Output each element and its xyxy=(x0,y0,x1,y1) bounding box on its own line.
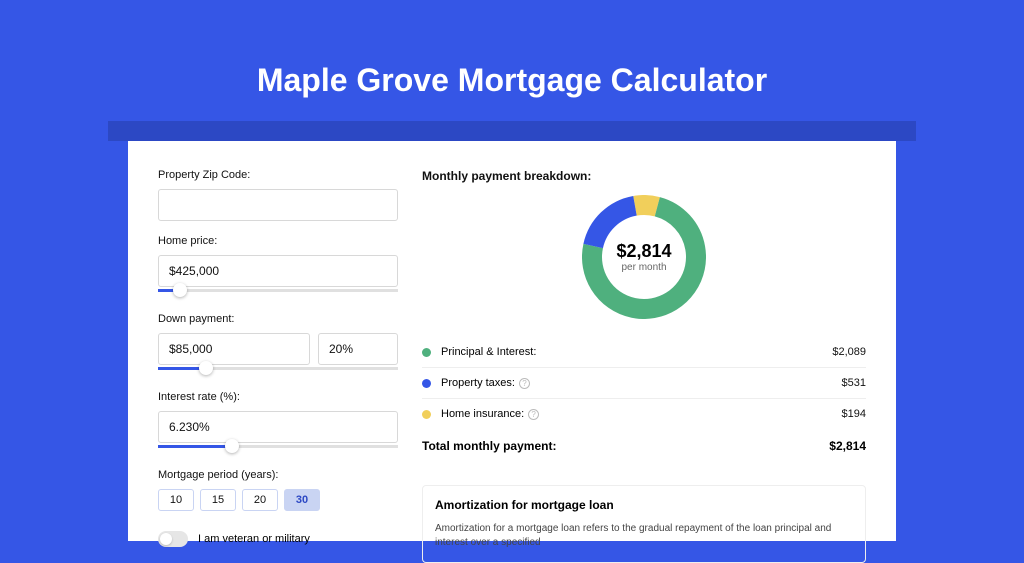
legend-row: Home insurance:?$194 xyxy=(422,399,866,429)
veteran-toggle[interactable] xyxy=(158,531,188,547)
legend-dot xyxy=(422,410,431,419)
total-row: Total monthly payment: $2,814 xyxy=(422,429,866,467)
rate-slider[interactable] xyxy=(158,441,398,455)
legend-value: $2,089 xyxy=(832,346,866,358)
total-value: $2,814 xyxy=(829,439,866,453)
legend-label: Property taxes:? xyxy=(441,377,842,389)
legend-dot xyxy=(422,348,431,357)
zip-label: Property Zip Code: xyxy=(158,169,398,181)
home-price-slider[interactable] xyxy=(158,285,398,299)
breakdown-header: Monthly payment breakdown: xyxy=(422,169,866,183)
info-icon[interactable]: ? xyxy=(519,378,530,389)
down-percent-input[interactable] xyxy=(318,333,398,365)
amort-title: Amortization for mortgage loan xyxy=(435,498,853,512)
rate-field: Interest rate (%): xyxy=(158,391,398,455)
form-column: Property Zip Code: Home price: Down paym… xyxy=(158,169,398,541)
period-btn-30[interactable]: 30 xyxy=(284,489,320,511)
down-payment-slider[interactable] xyxy=(158,363,398,377)
period-btn-10[interactable]: 10 xyxy=(158,489,194,511)
donut-chart-wrap: $2,814 per month xyxy=(422,195,866,319)
legend-value: $531 xyxy=(842,377,866,389)
donut-center: $2,814 per month xyxy=(582,195,706,319)
veteran-label: I am veteran or military xyxy=(198,533,310,545)
zip-field: Property Zip Code: xyxy=(158,169,398,221)
amortization-panel: Amortization for mortgage loan Amortizat… xyxy=(422,485,866,563)
slider-thumb[interactable] xyxy=(173,283,187,297)
legend-dot xyxy=(422,379,431,388)
total-label: Total monthly payment: xyxy=(422,439,829,453)
band-decor xyxy=(108,121,916,141)
legend: Principal & Interest:$2,089Property taxe… xyxy=(422,337,866,429)
period-btn-15[interactable]: 15 xyxy=(200,489,236,511)
info-icon[interactable]: ? xyxy=(528,409,539,420)
slider-thumb[interactable] xyxy=(199,361,213,375)
veteran-row: I am veteran or military xyxy=(158,531,398,547)
toggle-knob xyxy=(160,533,172,545)
calculator-card: Property Zip Code: Home price: Down paym… xyxy=(128,141,896,541)
rate-label: Interest rate (%): xyxy=(158,391,398,403)
home-price-label: Home price: xyxy=(158,235,398,247)
rate-input[interactable] xyxy=(158,411,398,443)
home-price-input[interactable] xyxy=(158,255,398,287)
period-btn-20[interactable]: 20 xyxy=(242,489,278,511)
down-amount-input[interactable] xyxy=(158,333,310,365)
amort-body: Amortization for a mortgage loan refers … xyxy=(435,522,853,550)
period-label: Mortgage period (years): xyxy=(158,469,398,481)
donut-amount: $2,814 xyxy=(616,241,671,262)
down-payment-field: Down payment: xyxy=(158,313,398,377)
breakdown-column: Monthly payment breakdown: $2,814 per mo… xyxy=(422,169,866,541)
zip-input[interactable] xyxy=(158,189,398,221)
legend-label: Home insurance:? xyxy=(441,408,842,420)
legend-row: Principal & Interest:$2,089 xyxy=(422,337,866,368)
home-price-field: Home price: xyxy=(158,235,398,299)
legend-row: Property taxes:?$531 xyxy=(422,368,866,399)
legend-value: $194 xyxy=(842,408,866,420)
page-title: Maple Grove Mortgage Calculator xyxy=(0,0,1024,121)
down-payment-label: Down payment: xyxy=(158,313,398,325)
legend-label: Principal & Interest: xyxy=(441,346,832,358)
period-field: Mortgage period (years): 10 15 20 30 xyxy=(158,469,398,511)
donut-chart: $2,814 per month xyxy=(582,195,706,319)
donut-sub: per month xyxy=(621,262,666,273)
slider-thumb[interactable] xyxy=(225,439,239,453)
